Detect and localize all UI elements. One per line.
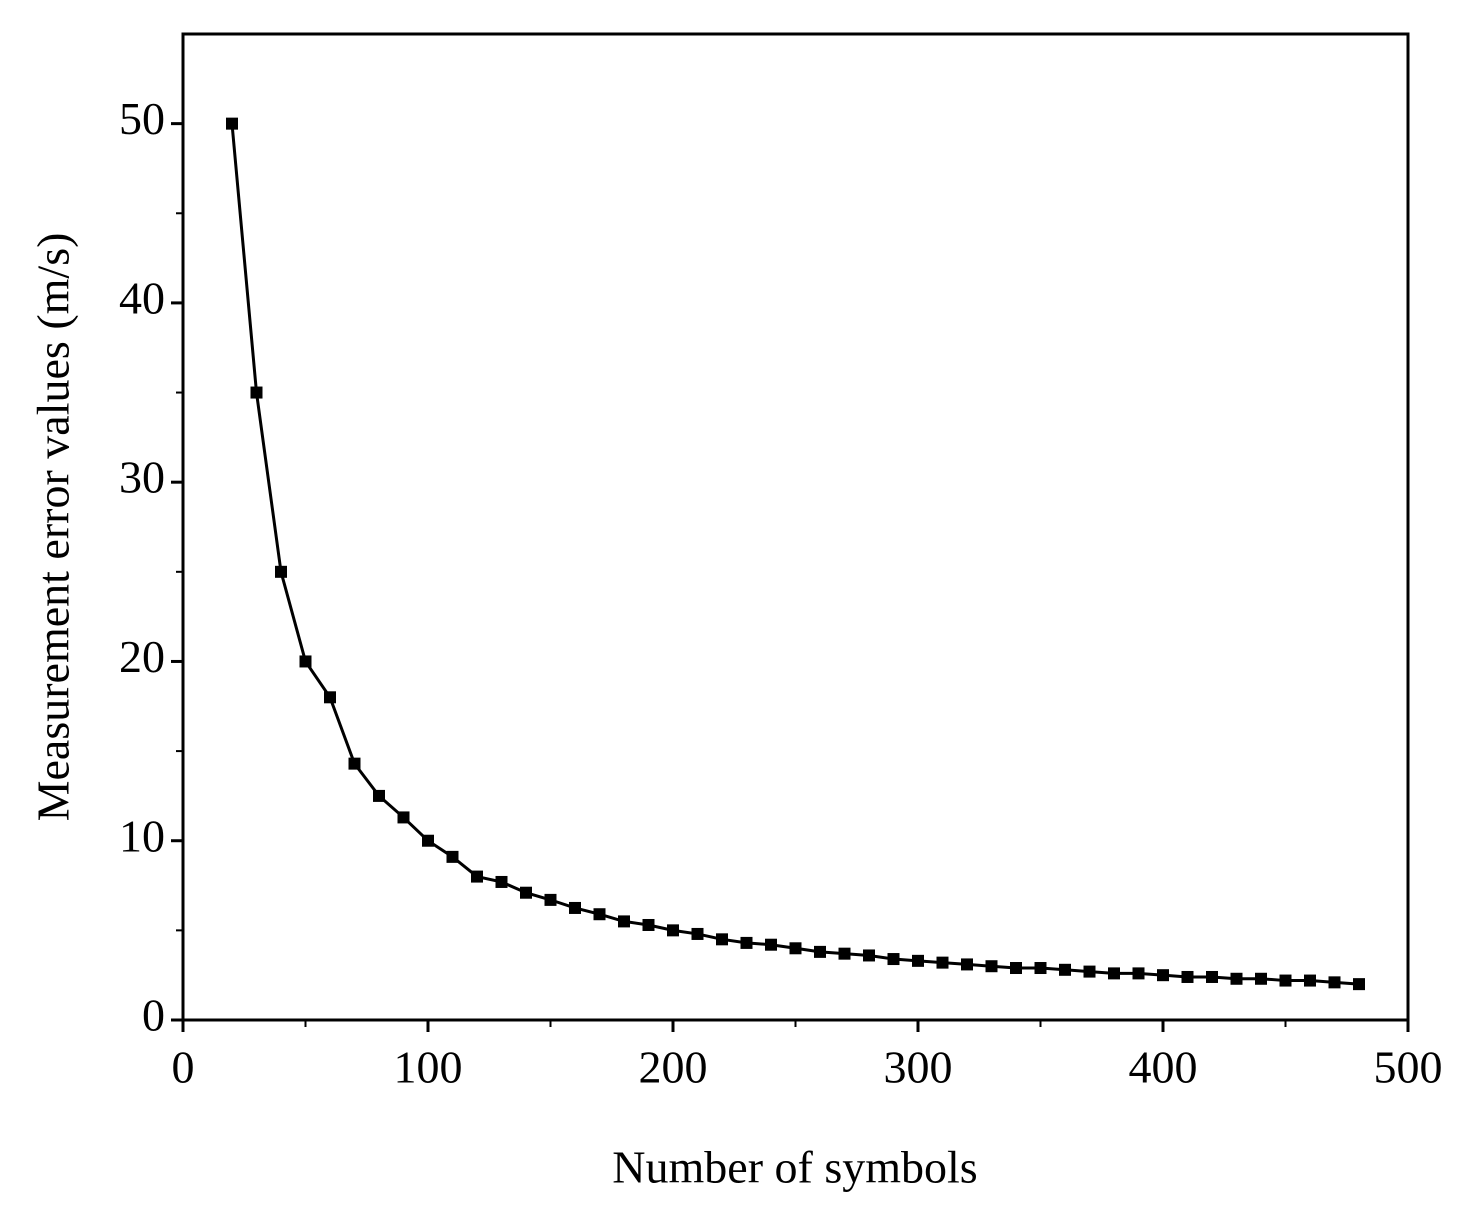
data-line <box>230 123 1360 986</box>
data-point <box>838 947 851 960</box>
data-point <box>887 953 900 966</box>
data-point <box>1108 967 1120 980</box>
data-point <box>1255 972 1267 985</box>
data-point <box>936 956 949 969</box>
x-tick-label: 100 <box>394 1042 463 1093</box>
y-tick-label: 10 <box>119 810 165 861</box>
y-axis-label: Measurement error values (m/s) <box>28 233 79 822</box>
data-point <box>985 960 998 973</box>
data-point <box>789 942 802 955</box>
data-point <box>1353 978 1365 991</box>
data-point <box>446 850 459 863</box>
data-point <box>814 945 826 958</box>
data-point <box>1132 967 1145 980</box>
x-tick-label: 400 <box>1129 1042 1198 1093</box>
data-point <box>961 958 973 971</box>
x-axis-label: Number of symbols <box>612 1142 977 1193</box>
data-point <box>397 811 410 824</box>
data-point <box>1059 963 1071 976</box>
data-point <box>1034 962 1047 975</box>
data-point <box>618 915 630 928</box>
x-tick-label: 200 <box>639 1042 708 1093</box>
y-tick-label: 30 <box>119 452 165 503</box>
x-tick-label: 300 <box>884 1042 953 1093</box>
data-point <box>1083 965 1096 978</box>
data-point <box>1010 962 1022 975</box>
y-tick-label: 40 <box>119 272 165 323</box>
data-point <box>569 901 581 914</box>
data-point <box>348 757 361 770</box>
data-point <box>667 924 679 937</box>
data-point <box>1279 974 1292 987</box>
data-point <box>1181 970 1194 983</box>
data-point <box>299 655 312 668</box>
data-point <box>740 936 753 949</box>
data-point <box>471 870 483 883</box>
data-point <box>324 691 336 704</box>
data-point <box>716 933 728 946</box>
data-point <box>1230 972 1243 985</box>
data-point <box>1304 974 1316 987</box>
data-point <box>765 938 777 951</box>
data-point <box>691 927 704 940</box>
data-point <box>373 789 385 802</box>
data-point <box>226 117 238 130</box>
data-point <box>520 886 532 899</box>
data-point <box>250 386 263 399</box>
x-tick-label: 500 <box>1374 1042 1443 1093</box>
data-point <box>912 954 924 967</box>
data-point <box>422 834 434 847</box>
data-point <box>1157 969 1169 982</box>
data-point <box>863 949 875 962</box>
data-point <box>495 875 508 888</box>
data-point <box>544 893 557 906</box>
data-point <box>1206 970 1218 983</box>
data-point <box>1328 976 1341 989</box>
y-tick-label: 0 <box>142 990 165 1041</box>
data-point <box>275 565 287 578</box>
plot-frame <box>181 32 1410 1022</box>
y-tick-label: 50 <box>119 93 165 144</box>
data-point <box>593 908 606 921</box>
data-point <box>642 918 655 931</box>
y-tick-label: 20 <box>119 631 165 682</box>
x-tick-label: 0 <box>172 1042 195 1093</box>
